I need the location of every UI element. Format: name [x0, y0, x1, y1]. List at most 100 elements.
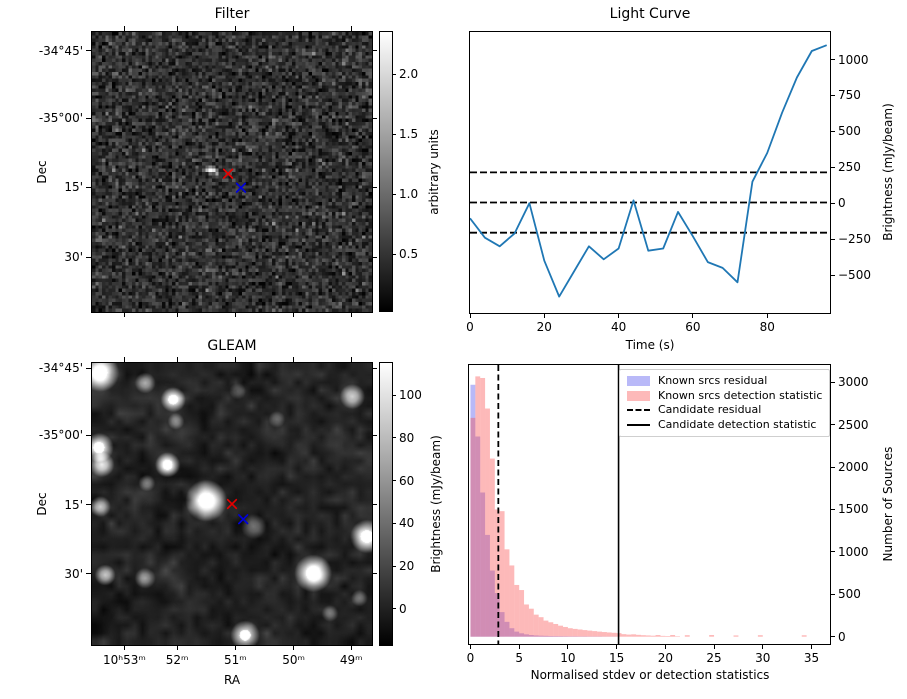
colorbar-tick-label: 0 — [399, 601, 407, 616]
dec-tick-mark — [372, 256, 377, 258]
y-tick-mark — [831, 636, 835, 638]
dec-tick-mark — [86, 117, 91, 119]
histogram-bar — [602, 632, 607, 637]
dec-tick-mark — [86, 434, 91, 436]
y-tick-mark — [831, 274, 835, 276]
dec-tick-label: -34°45' — [38, 361, 83, 376]
x-tick-mark — [543, 314, 545, 318]
x-tick-label: 30 — [755, 651, 771, 665]
colorbar-tick-mark — [392, 73, 396, 75]
x-tick-label: 80 — [759, 320, 775, 334]
y-tick-mark — [831, 94, 835, 96]
ra-tick-mark — [234, 645, 236, 650]
ra-tick-mark — [176, 645, 178, 650]
colorbar-tick-label: 2.0 — [399, 67, 419, 82]
histogram-bar — [519, 633, 525, 637]
y-tick-label: 500 — [838, 587, 861, 602]
dec-tick-mark — [86, 367, 91, 369]
dec-tick-label: 15' — [64, 180, 83, 195]
histogram-bar — [485, 408, 490, 637]
y-tick-label: 1000 — [838, 52, 869, 67]
histogram-bar — [548, 622, 554, 637]
lightcurve-plot — [469, 44, 830, 298]
histogram-bar — [582, 630, 588, 637]
filter-colorbar-label: arbitrary units — [427, 129, 441, 215]
y-tick-label: 1000 — [838, 544, 869, 559]
legend-line-swatch — [627, 409, 650, 412]
filter-image-panel — [91, 31, 373, 313]
histogram-bar — [801, 635, 807, 637]
histogram-bar — [670, 635, 676, 637]
x-tick-label: 20 — [657, 651, 673, 665]
x-tick-label: 5 — [515, 651, 523, 665]
ra-tick-label: 50ᵐ — [282, 653, 305, 667]
histogram-bar — [514, 584, 520, 637]
x-tick-mark — [762, 645, 764, 649]
dec-tick-label: 30' — [64, 566, 83, 581]
histogram-bar — [684, 635, 690, 637]
ra-tick-label: 10ʰ53ᵐ — [103, 653, 146, 667]
histogram-bar — [592, 631, 598, 637]
colorbar-tick-label: 1.0 — [399, 187, 419, 202]
ra-tick-mark — [350, 26, 352, 31]
histogram-bar — [470, 417, 476, 637]
ra-tick-mark — [350, 645, 352, 650]
legend-line-swatch — [627, 423, 650, 426]
dec-tick-mark — [86, 186, 91, 188]
histogram-bar — [577, 629, 583, 637]
x-tick-label: 40 — [610, 320, 627, 334]
histogram-bar — [611, 632, 617, 637]
x-tick-label: 35 — [803, 651, 820, 665]
colorbar-tick-mark — [392, 608, 396, 610]
ra-tick-mark — [350, 312, 352, 317]
histogram-bar — [504, 621, 510, 637]
gleam-sky-image — [92, 363, 372, 645]
gleam-colorbar — [379, 362, 393, 646]
y-tick-mark — [831, 466, 835, 468]
ra-tick-mark — [293, 26, 295, 31]
gleam-image-panel — [91, 362, 373, 646]
colorbar-tick-mark — [392, 394, 396, 396]
histogram-bar — [606, 632, 612, 637]
colorbar-tick-mark — [392, 253, 396, 255]
y-tick-mark — [831, 424, 835, 426]
histogram-bar — [553, 636, 559, 637]
y-tick-label: 3000 — [838, 375, 869, 390]
histogram-bar — [587, 630, 593, 637]
ra-tick-mark — [176, 312, 178, 317]
colorbar-tick-label: 80 — [399, 430, 415, 445]
colorbar-tick-mark — [392, 437, 396, 439]
histogram-bar — [572, 628, 578, 637]
y-tick-mark — [831, 166, 835, 168]
histogram-bar — [519, 590, 525, 637]
histogram-bar — [548, 636, 554, 637]
y-tick-label: 0 — [838, 196, 846, 211]
ra-tick-label: 51ᵐ — [223, 653, 247, 667]
dec-tick-mark — [372, 504, 377, 506]
colorbar-tick-label: 40 — [399, 516, 415, 531]
lightcurve-title: Light Curve — [609, 6, 691, 22]
dec-tick-mark — [86, 504, 91, 506]
dec-tick-mark — [86, 573, 91, 575]
histogram-bar — [470, 384, 476, 637]
histogram-bar — [475, 436, 481, 637]
ra-tick-mark — [234, 357, 236, 362]
lightcurve-line — [469, 44, 828, 298]
y-tick-mark — [831, 508, 835, 510]
histogram-bar — [709, 635, 715, 637]
histogram-bar — [636, 634, 641, 637]
x-tick-mark — [766, 314, 768, 318]
y-tick-label: 2000 — [838, 460, 869, 475]
histogram-bar — [563, 626, 568, 637]
histogram-bar — [757, 635, 763, 637]
ra-tick-mark — [176, 357, 178, 362]
histogram-bar — [626, 634, 632, 637]
y-tick-mark — [831, 238, 835, 240]
legend-label: Known srcs residual — [658, 374, 768, 387]
y-tick-mark — [831, 59, 835, 61]
histogram-bar — [655, 635, 661, 637]
histogram-bar — [538, 635, 544, 637]
ra-tick-mark — [123, 312, 125, 317]
y-tick-label: −500 — [838, 268, 871, 283]
